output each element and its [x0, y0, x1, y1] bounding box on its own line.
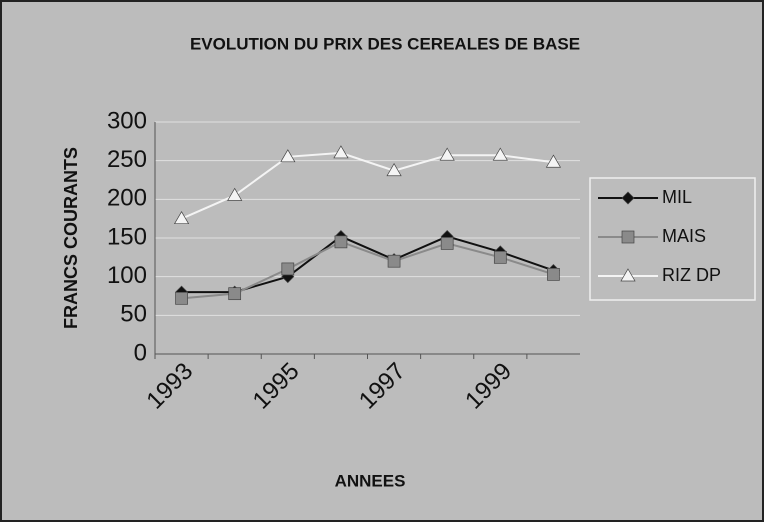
data-point: [227, 187, 243, 201]
data-point: [334, 235, 348, 249]
data-point: [492, 147, 508, 161]
y-tick-label: 200: [107, 185, 147, 212]
legend-marker: [621, 230, 635, 244]
series-line: [181, 151, 554, 220]
y-tick-label: 150: [107, 223, 147, 250]
y-tick-label: 300: [107, 107, 147, 134]
data-point: [545, 154, 562, 168]
data-point: [280, 149, 296, 163]
data-point: [175, 291, 188, 305]
chart-title: EVOLUTION DU PRIX DES CEREALES DE BASE: [190, 34, 580, 53]
data-point: [493, 250, 507, 264]
data-point: [386, 163, 402, 177]
data-point: [387, 254, 401, 268]
data-point: [440, 237, 454, 250]
data-point: [281, 262, 295, 276]
legend-label: MAIS: [662, 226, 706, 246]
y-tick-label: 50: [120, 301, 147, 328]
series-line: [181, 240, 554, 300]
legend-marker: [621, 191, 635, 205]
legend-label: RIZ DP: [662, 265, 721, 285]
data-point: [439, 147, 455, 161]
data-point: [228, 287, 242, 301]
y-tick-label: 100: [107, 262, 147, 289]
legend-label: MIL: [662, 187, 692, 207]
legend-marker: [620, 268, 636, 282]
y-tick-label: 0: [134, 339, 147, 366]
y-tick-label: 250: [107, 146, 147, 173]
data-point: [547, 267, 560, 281]
x-axis-label: ANNEES: [335, 471, 406, 490]
y-axis-label: FRANCS COURANTS: [61, 147, 81, 329]
data-point: [333, 145, 349, 159]
data-point: [173, 210, 190, 225]
